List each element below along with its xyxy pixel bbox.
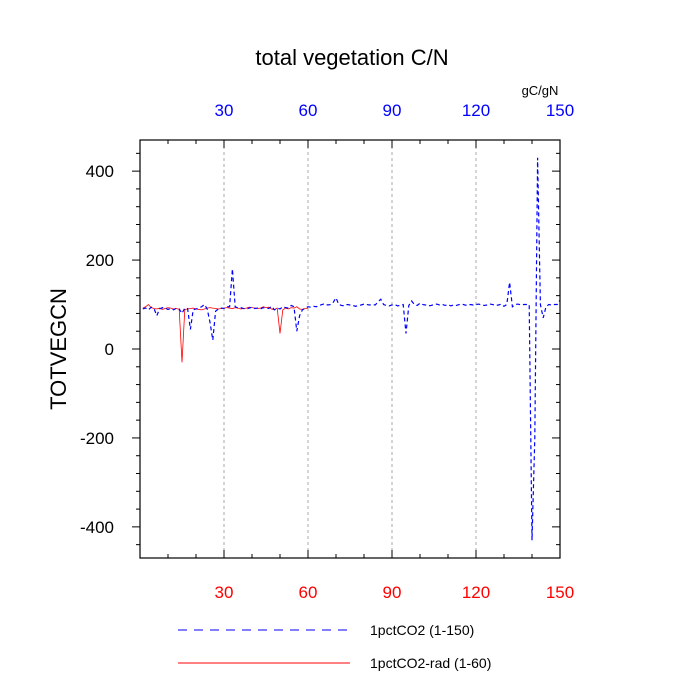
x-tick-label-top: 150 bbox=[546, 101, 574, 120]
series-line-red bbox=[142, 303, 309, 363]
y-tick-label: 200 bbox=[86, 251, 114, 270]
y-tick-label: 0 bbox=[105, 340, 114, 359]
chart-title: total vegetation C/N bbox=[255, 45, 448, 70]
grid bbox=[223, 140, 477, 558]
legend: 1pctCO2 (1-150) 1pctCO2-rad (1-60) bbox=[178, 622, 491, 671]
x-tick-label-bottom: 60 bbox=[299, 583, 318, 602]
x-tick-label-bottom: 150 bbox=[546, 583, 574, 602]
legend-label: 1pctCO2 (1-150) bbox=[370, 622, 474, 638]
x-tick-label-top: 30 bbox=[215, 101, 234, 120]
x-tick-label-bottom: 30 bbox=[215, 583, 234, 602]
legend-label: 1pctCO2-rad (1-60) bbox=[370, 655, 491, 671]
x-tick-label-top: 120 bbox=[462, 101, 490, 120]
y-tick-label: -400 bbox=[80, 518, 114, 537]
axis-ticks: 30 60 90 120 150 30 60 90 120 150 -400 -200 0 200 400 bbox=[80, 101, 574, 602]
y-axis-label: TOTVEGCN bbox=[46, 288, 71, 410]
units-label: gC/gN bbox=[522, 83, 559, 98]
series-layer bbox=[142, 157, 561, 541]
plot-frame bbox=[139, 139, 561, 559]
x-tick-label-top: 90 bbox=[383, 101, 402, 120]
x-tick-label-bottom: 120 bbox=[462, 583, 490, 602]
x-tick-label-top: 60 bbox=[299, 101, 318, 120]
series-line-blue bbox=[142, 157, 561, 541]
y-tick-label: -200 bbox=[80, 429, 114, 448]
y-tick-label: 400 bbox=[86, 162, 114, 181]
x-tick-label-bottom: 90 bbox=[383, 583, 402, 602]
